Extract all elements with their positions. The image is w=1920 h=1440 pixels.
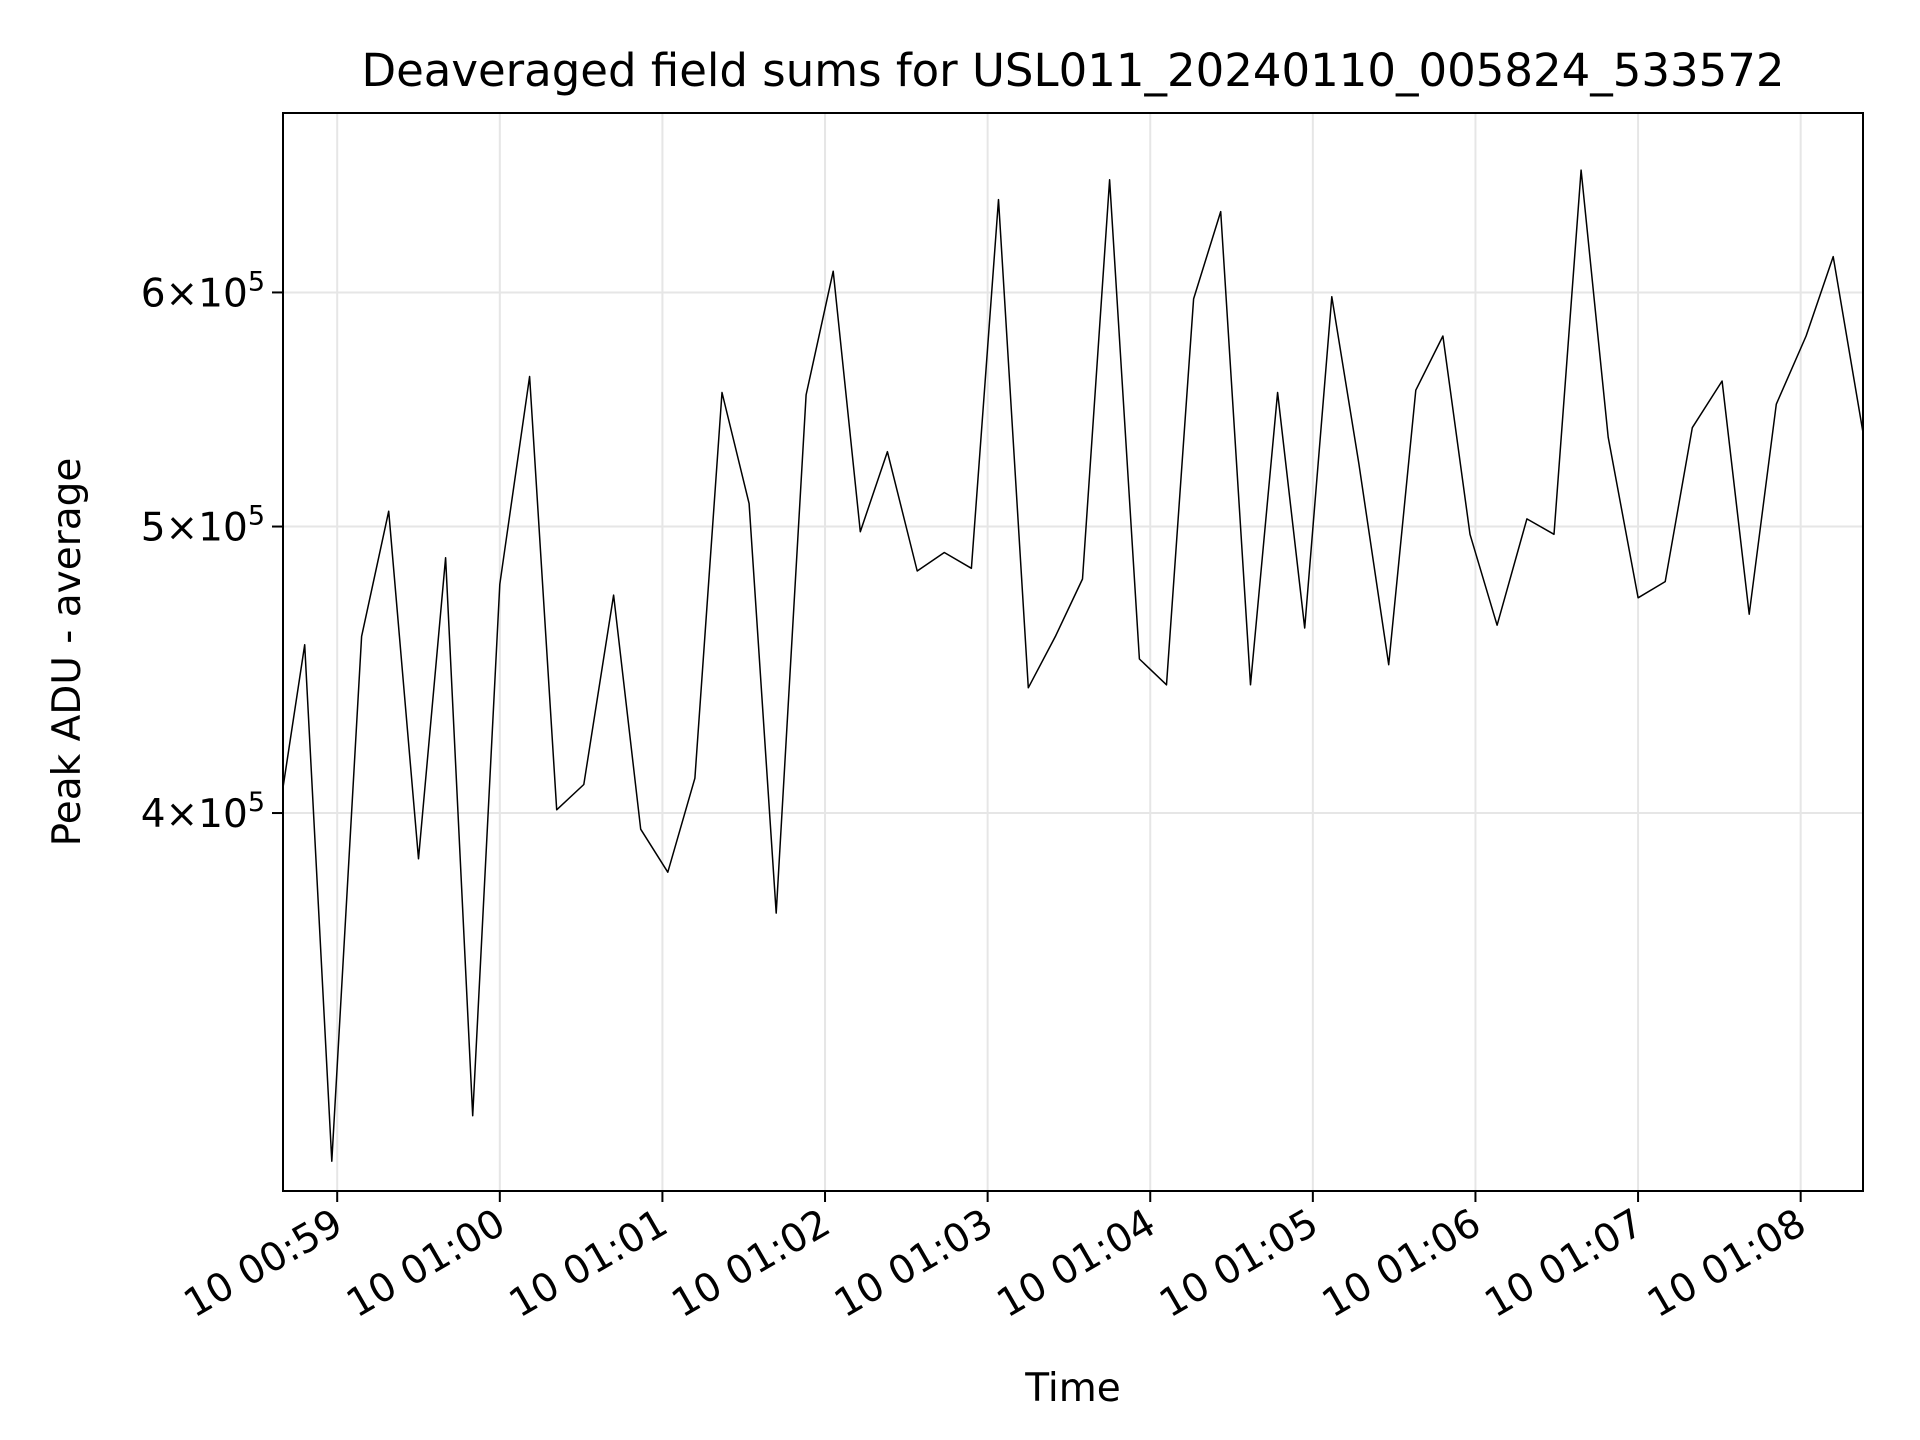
x-tick-label: 10 01:01 — [502, 1201, 676, 1327]
x-tick-label: 10 01:03 — [827, 1201, 1001, 1327]
y-tick-label: 5×105 — [141, 501, 265, 551]
y-tick-mantissa: 4×10 — [141, 792, 248, 837]
grid-lines — [283, 113, 1863, 1191]
x-tick-label: 10 01:05 — [1152, 1201, 1326, 1327]
y-tick-label: 6×105 — [141, 266, 265, 316]
x-tick-label: 10 01:00 — [339, 1201, 513, 1327]
x-tick-label: 10 01:07 — [1478, 1201, 1652, 1327]
x-tick-label: 10 01:02 — [664, 1201, 838, 1327]
x-tick-label: 10 00:59 — [177, 1201, 351, 1327]
x-axis-label: Time — [1024, 1366, 1120, 1411]
y-axis-label: Peak ADU - average — [45, 458, 90, 847]
chart-title: Deaveraged field sums for USL011_2024011… — [361, 44, 1784, 97]
y-tick-label: 4×105 — [141, 787, 265, 837]
y-tick-mantissa: 5×10 — [141, 506, 248, 551]
x-tick-label: 10 01:08 — [1640, 1201, 1814, 1327]
y-tick-exponent: 5 — [248, 266, 265, 297]
y-tick-exponent: 5 — [248, 787, 265, 818]
series-line — [282, 169, 1864, 1162]
x-tick-label: 10 01:04 — [990, 1201, 1164, 1327]
y-tick-exponent: 5 — [248, 501, 265, 532]
y-tick-mantissa: 6×10 — [141, 271, 248, 316]
plot-area-frame — [282, 112, 1864, 1192]
x-tick-label: 10 01:06 — [1315, 1201, 1489, 1327]
